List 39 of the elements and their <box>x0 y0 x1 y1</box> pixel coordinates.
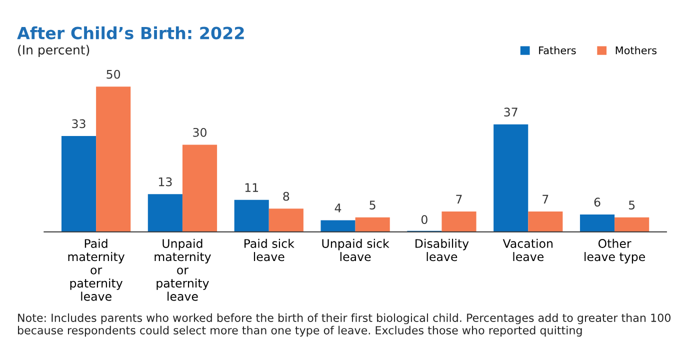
bar <box>148 194 182 232</box>
x-tick-label: Vacation leave <box>502 238 552 262</box>
bar <box>355 217 390 232</box>
legend-label: Fathers <box>539 46 576 54</box>
data-label: 30 <box>193 128 206 137</box>
x-tick-label: Disability leave <box>416 238 469 262</box>
legend-label: Mothers <box>616 46 657 54</box>
data-label: 11 <box>245 183 258 192</box>
data-label: 50 <box>106 70 120 79</box>
x-tick-label: Paid sick leave <box>244 238 294 262</box>
data-label: 4 <box>334 204 342 212</box>
bar <box>268 208 304 232</box>
bar <box>61 136 96 232</box>
bar <box>614 217 650 232</box>
data-label: 7 <box>456 194 462 204</box>
data-label: 5 <box>370 200 376 210</box>
bar <box>182 144 218 232</box>
x-tick-label: Unpaid maternity or paternity leave <box>154 238 211 301</box>
bar <box>580 214 615 232</box>
data-label: 7 <box>542 194 548 204</box>
data-label: 5 <box>628 200 635 210</box>
bar <box>528 212 563 232</box>
data-label: 33 <box>72 119 86 128</box>
text: Note: Includes parents who worked before the birth of their first biological child. Percentages add to greater than 100 because respondents could select more than one type of leave. Excludes those who reported quitting <box>18 313 670 337</box>
chart-subtitle: (In percent) <box>18 44 90 57</box>
data-label: 13 <box>158 177 172 186</box>
bar <box>442 212 476 232</box>
x-tick-label: Other leave type <box>584 238 645 264</box>
data-label: 8 <box>283 192 290 201</box>
data-label: 37 <box>504 108 518 117</box>
bar <box>494 124 528 232</box>
bar <box>320 220 356 232</box>
x-tick-label: Unpaid sick leave <box>322 238 390 262</box>
data-label: 6 <box>594 198 600 207</box>
bar <box>234 200 269 232</box>
data-label: 0 <box>421 215 428 224</box>
chart-title: After Child’s Birth: 2022 <box>17 26 244 40</box>
bar <box>96 86 131 232</box>
x-tick-label: Paid maternity or paternity leave <box>68 238 125 301</box>
